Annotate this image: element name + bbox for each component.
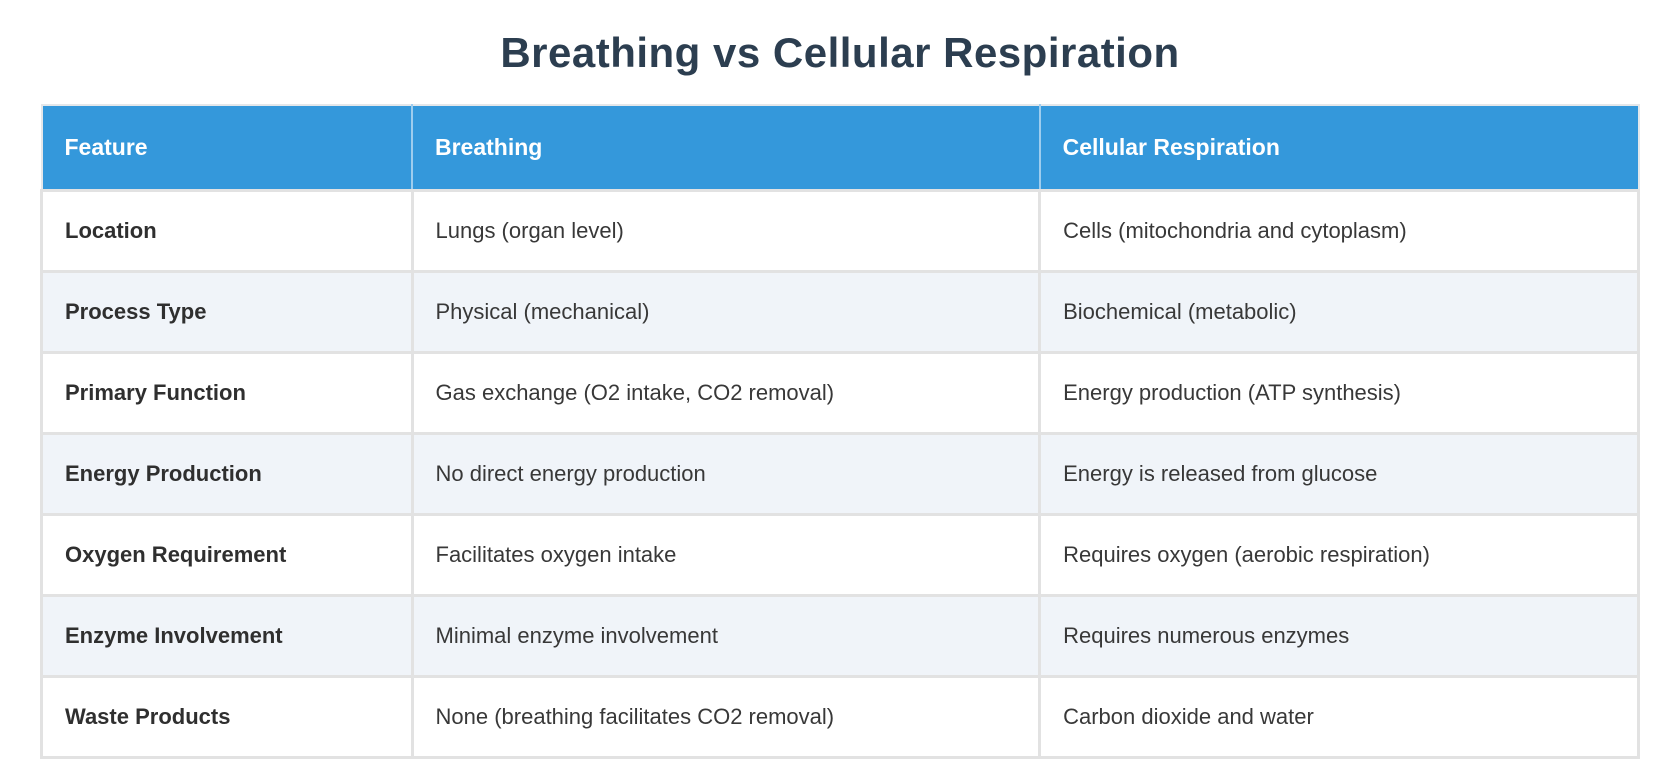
cell-cellular-respiration: Cells (mitochondria and cytoplasm) (1038, 189, 1640, 273)
comparison-table: Feature Breathing Cellular Respiration L… (40, 104, 1640, 759)
cell-cellular-respiration: Energy is released from glucose (1038, 432, 1640, 516)
cell-cellular-respiration: Requires numerous enzymes (1038, 594, 1640, 678)
table-row-enzyme-involvement: Enzyme Involvement Minimal enzyme involv… (40, 594, 1640, 678)
header-cell-cellular-respiration: Cellular Respiration (1038, 105, 1639, 191)
cell-breathing: Physical (mechanical) (410, 270, 1042, 354)
cell-breathing: No direct energy production (410, 432, 1042, 516)
table-row-oxygen-requirement: Oxygen Requirement Facilitates oxygen in… (40, 513, 1640, 597)
cell-feature: Oxygen Requirement (40, 513, 414, 597)
table-row-process-type: Process Type Physical (mechanical) Bioch… (40, 270, 1640, 354)
cell-breathing: Gas exchange (O2 intake, CO2 removal) (410, 351, 1042, 435)
cell-feature: Location (40, 189, 414, 273)
table-row-energy-production: Energy Production No direct energy produ… (40, 432, 1640, 516)
cell-feature: Primary Function (40, 351, 414, 435)
comparison-table-container: Feature Breathing Cellular Respiration L… (40, 104, 1640, 759)
cell-feature: Process Type (40, 270, 414, 354)
cell-feature: Energy Production (40, 432, 414, 516)
table-row-primary-function: Primary Function Gas exchange (O2 intake… (40, 351, 1640, 435)
cell-cellular-respiration: Energy production (ATP synthesis) (1038, 351, 1640, 435)
header-cell-breathing: Breathing (411, 105, 1040, 191)
page-title: Breathing vs Cellular Respiration (500, 29, 1180, 76)
header-cell-feature: Feature (41, 105, 412, 191)
table-header-row: Feature Breathing Cellular Respiration (41, 105, 1639, 191)
cell-feature: Enzyme Involvement (40, 594, 414, 678)
cell-breathing: Minimal enzyme involvement (410, 594, 1042, 678)
cell-breathing: Facilitates oxygen intake (410, 513, 1042, 597)
cell-breathing: None (breathing facilitates CO2 removal) (410, 675, 1042, 759)
cell-cellular-respiration: Carbon dioxide and water (1038, 675, 1640, 759)
table-row-location: Location Lungs (organ level) Cells (mito… (40, 189, 1640, 273)
cell-cellular-respiration: Requires oxygen (aerobic respiration) (1038, 513, 1640, 597)
table-row-waste-products: Waste Products None (breathing facilitat… (40, 675, 1640, 759)
cell-breathing: Lungs (organ level) (410, 189, 1042, 273)
cell-feature: Waste Products (40, 675, 414, 759)
cell-cellular-respiration: Biochemical (metabolic) (1038, 270, 1640, 354)
